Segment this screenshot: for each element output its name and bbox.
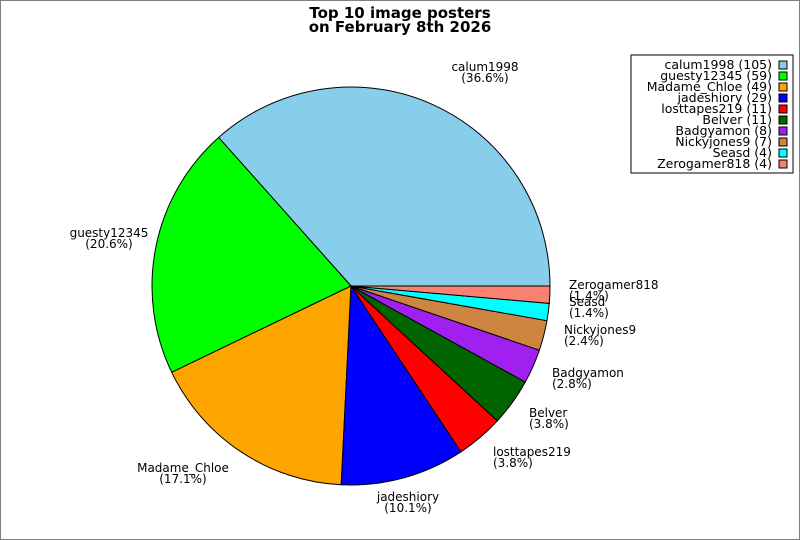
chart-title-line-1: Top 10 image posters [309, 4, 490, 22]
slice-label-calum1998: calum1998 (36.6%) [451, 60, 518, 85]
legend-label: calum1998 (105) [664, 57, 772, 72]
slice-label-zerogamer818: Zerogamer818 (1.4%) [569, 278, 659, 303]
legend-swatch [778, 115, 788, 125]
pie-slice-madame-chloe [171, 285, 352, 486]
pie-slices [151, 86, 551, 486]
legend-swatch [778, 126, 788, 136]
legend-box [630, 54, 794, 174]
pie-slice-zerogamer818 [350, 285, 551, 304]
legend-label: Madame_Chloe (49) [647, 79, 772, 94]
slice-label-nickyjones9: Nickyjones9 (2.4%) [564, 323, 636, 348]
slice-label-jadeshiory: jadeshiory (10.1%) [376, 490, 439, 515]
legend-swatch [778, 71, 788, 81]
legend-label: Nickyjones9 (7) [675, 134, 772, 149]
legend-swatch [778, 137, 788, 147]
legend-swatch [778, 148, 788, 158]
legend-swatch [778, 82, 788, 92]
legend-label: guesty12345 (59) [660, 68, 772, 83]
chart-title-line-2: on February 8th 2026 [309, 18, 492, 36]
slice-label-losttapes219: losttapes219 (3.8%) [493, 445, 571, 470]
pie-slice-calum1998 [217, 86, 551, 287]
legend-swatch [778, 93, 788, 103]
legend-label: Zerogamer818 (4) [657, 156, 772, 171]
legend-label: Badgyamon (8) [675, 123, 772, 138]
slice-label-guesty12345: guesty12345 (20.6%) [70, 226, 149, 251]
legend-label: Seasd (4) [713, 145, 772, 160]
legend-label: losttapes219 (11) [661, 101, 772, 116]
pie-labels: calum1998 (36.6%) guesty12345 (20.6%) Madame… [70, 60, 659, 515]
pie-slice-jadeshiory [340, 284, 462, 486]
legend-swatch [778, 60, 788, 70]
slice-label-badgyamon: Badgyamon (2.8%) [552, 366, 624, 391]
legend-label: Belver (11) [702, 112, 772, 127]
legend: calum1998 (105)guesty12345 (59)Madame_Ch… [630, 54, 794, 174]
legend-label: jadeshiory (29) [677, 90, 772, 105]
legend-swatch [778, 159, 788, 169]
legend-swatch [778, 104, 788, 114]
pie-slice-guesty12345 [151, 136, 352, 374]
slice-label-madame-chloe: Madame_Chloe (17.1%) [137, 461, 229, 486]
slice-label-seasd: Seasd (1.4%) [569, 295, 609, 320]
slice-label-belver: Belver (3.8%) [529, 406, 569, 431]
